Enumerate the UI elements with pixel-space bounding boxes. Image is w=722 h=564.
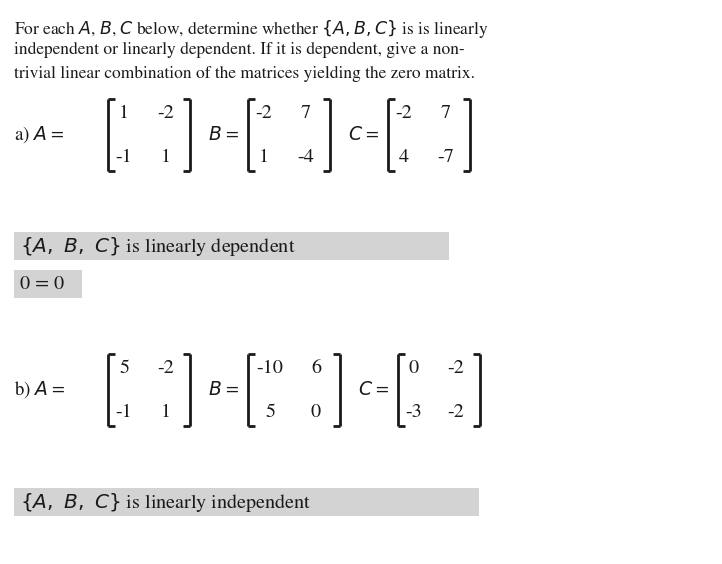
Text: 0: 0: [409, 359, 419, 377]
Text: 4: 4: [399, 148, 409, 166]
Text: -7: -7: [438, 148, 454, 166]
Text: -1: -1: [116, 403, 132, 421]
Text: -2: -2: [157, 104, 175, 122]
Text: $\{A,\ B,\ C\}$ is linearly independent: $\{A,\ B,\ C\}$ is linearly independent: [20, 491, 311, 513]
Text: 7: 7: [301, 104, 311, 122]
Text: $B$ =: $B$ =: [208, 381, 240, 399]
Text: $C$ =: $C$ =: [348, 126, 380, 144]
Text: 1: 1: [259, 148, 269, 166]
Text: 0: 0: [311, 403, 321, 421]
Text: -2: -2: [157, 359, 175, 377]
Text: $C$ =: $C$ =: [358, 381, 390, 399]
Text: -2: -2: [396, 104, 412, 122]
Text: -3: -3: [406, 403, 422, 421]
Text: -10: -10: [256, 359, 284, 377]
Bar: [14, 270, 82, 298]
Bar: [14, 488, 479, 516]
Text: $\{A,\ B,\ C\}$ is linearly dependent: $\{A,\ B,\ C\}$ is linearly dependent: [20, 235, 296, 258]
Text: For each $A$, $B$, $C$ below, determine whether $\{A, B, C\}$ is is linearly: For each $A$, $B$, $C$ below, determine …: [14, 18, 488, 40]
Text: 1: 1: [119, 104, 129, 122]
Text: 5: 5: [119, 359, 129, 377]
Text: 5: 5: [265, 403, 275, 421]
Text: b) $A$ =: b) $A$ =: [14, 380, 66, 400]
Text: independent or linearly dependent. If it is dependent, give a non-: independent or linearly dependent. If it…: [14, 42, 465, 58]
Text: 1: 1: [161, 148, 171, 166]
Text: $B$ =: $B$ =: [208, 126, 240, 144]
Text: trivial linear combination of the matrices yielding the zero matrix.: trivial linear combination of the matric…: [14, 66, 475, 82]
Text: a) $A$ =: a) $A$ =: [14, 125, 65, 146]
Bar: [14, 232, 449, 260]
Text: 7: 7: [441, 104, 451, 122]
Text: -4: -4: [297, 148, 314, 166]
Text: 1: 1: [161, 403, 171, 421]
Text: 0 = 0: 0 = 0: [20, 275, 64, 293]
Text: -2: -2: [448, 359, 464, 377]
Text: 6: 6: [311, 359, 321, 377]
Text: -2: -2: [448, 403, 464, 421]
Text: -2: -2: [256, 104, 272, 122]
Text: -1: -1: [116, 148, 132, 166]
